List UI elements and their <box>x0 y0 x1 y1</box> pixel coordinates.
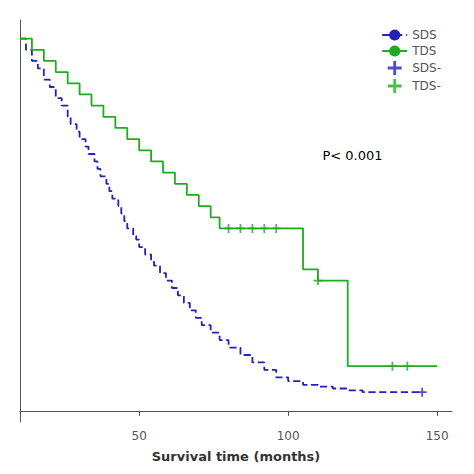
svg-text:Survival time (months): Survival time (months) <box>152 449 321 464</box>
svg-text:100: 100 <box>277 429 300 443</box>
svg-text:TDS: TDS <box>411 44 436 58</box>
svg-text:150: 150 <box>426 429 449 443</box>
svg-text:SDS-: SDS- <box>412 61 441 75</box>
svg-text:50: 50 <box>132 429 147 443</box>
svg-text:TDS-: TDS- <box>411 79 441 93</box>
svg-text:P< 0.001: P< 0.001 <box>322 148 382 163</box>
svg-text:SDS: SDS <box>412 28 436 42</box>
